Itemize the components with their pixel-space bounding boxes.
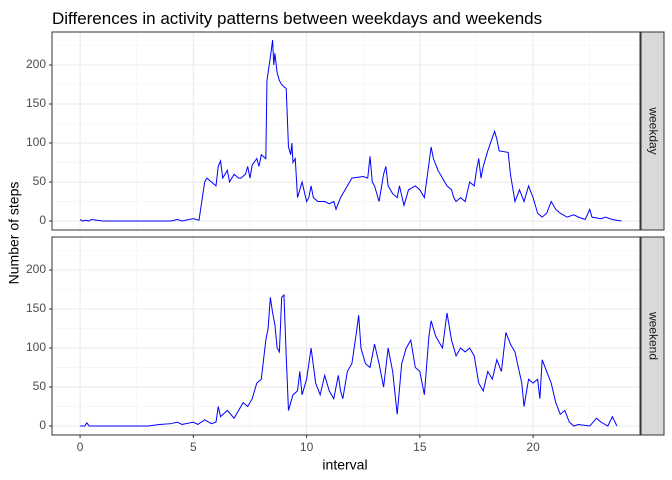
x-tick-label: 10 [300,440,314,454]
y-tick-label: 150 [26,301,46,315]
x-tick-label: 15 [413,440,427,454]
y-tick-label: 50 [33,174,47,188]
strip-label: weekday [646,106,660,154]
x-tick-label: 20 [526,440,540,454]
strip [640,31,665,231]
y-tick-label: 200 [26,262,46,276]
y-axis-title: Number of steps [6,182,22,285]
y-tick-label: 200 [26,57,46,71]
y-tick-label: 50 [33,379,47,393]
y-tick-label: 0 [39,418,46,432]
x-tick-label: 5 [190,440,197,454]
y-tick-label: 150 [26,96,46,110]
y-tick-label: 100 [26,135,46,149]
strip-label: weekend [646,311,660,360]
panel-border [51,31,641,231]
y-tick-label: 100 [26,340,46,354]
x-tick-label: 0 [77,440,84,454]
data-line [80,293,618,427]
y-tick-label: 0 [39,213,46,227]
x-axis-title: interval [322,457,367,473]
chart-title: Differences in activity patterns between… [52,9,542,28]
panel-border [51,236,641,436]
data-line [79,39,622,222]
strip [640,236,665,436]
